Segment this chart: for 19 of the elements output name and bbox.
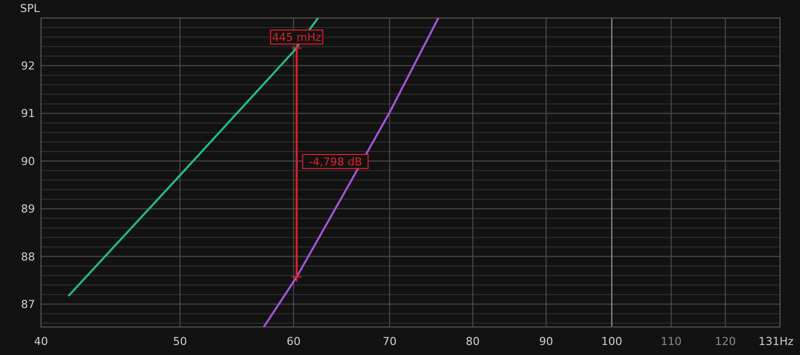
x-tick-label: 100: [601, 335, 622, 348]
y-tick-label: 91: [21, 107, 35, 120]
x-tick-label: 40: [34, 335, 48, 348]
y-tick-label: 87: [21, 298, 35, 311]
x-tick-label: 131Hz: [758, 335, 794, 348]
x-tick-label: 120: [714, 335, 736, 348]
x-tick-label: 90: [539, 335, 554, 348]
y-tick-label: 90: [21, 154, 35, 168]
x-tick-label: 110: [660, 335, 682, 348]
y-tick-label: 92: [21, 60, 35, 73]
annotation: 445 mHz: [272, 31, 322, 44]
x-tick-label: 50: [173, 335, 188, 348]
x-tick-label: 80: [466, 335, 480, 348]
x-tick-label: 60: [286, 335, 301, 348]
y-tick-label: 88: [21, 250, 35, 264]
y-axis-title: SPL: [20, 2, 41, 15]
y-tick-label: 89: [21, 202, 35, 216]
annotation: -4,798 dB: [308, 155, 362, 168]
x-tick-label: 70: [382, 335, 397, 348]
